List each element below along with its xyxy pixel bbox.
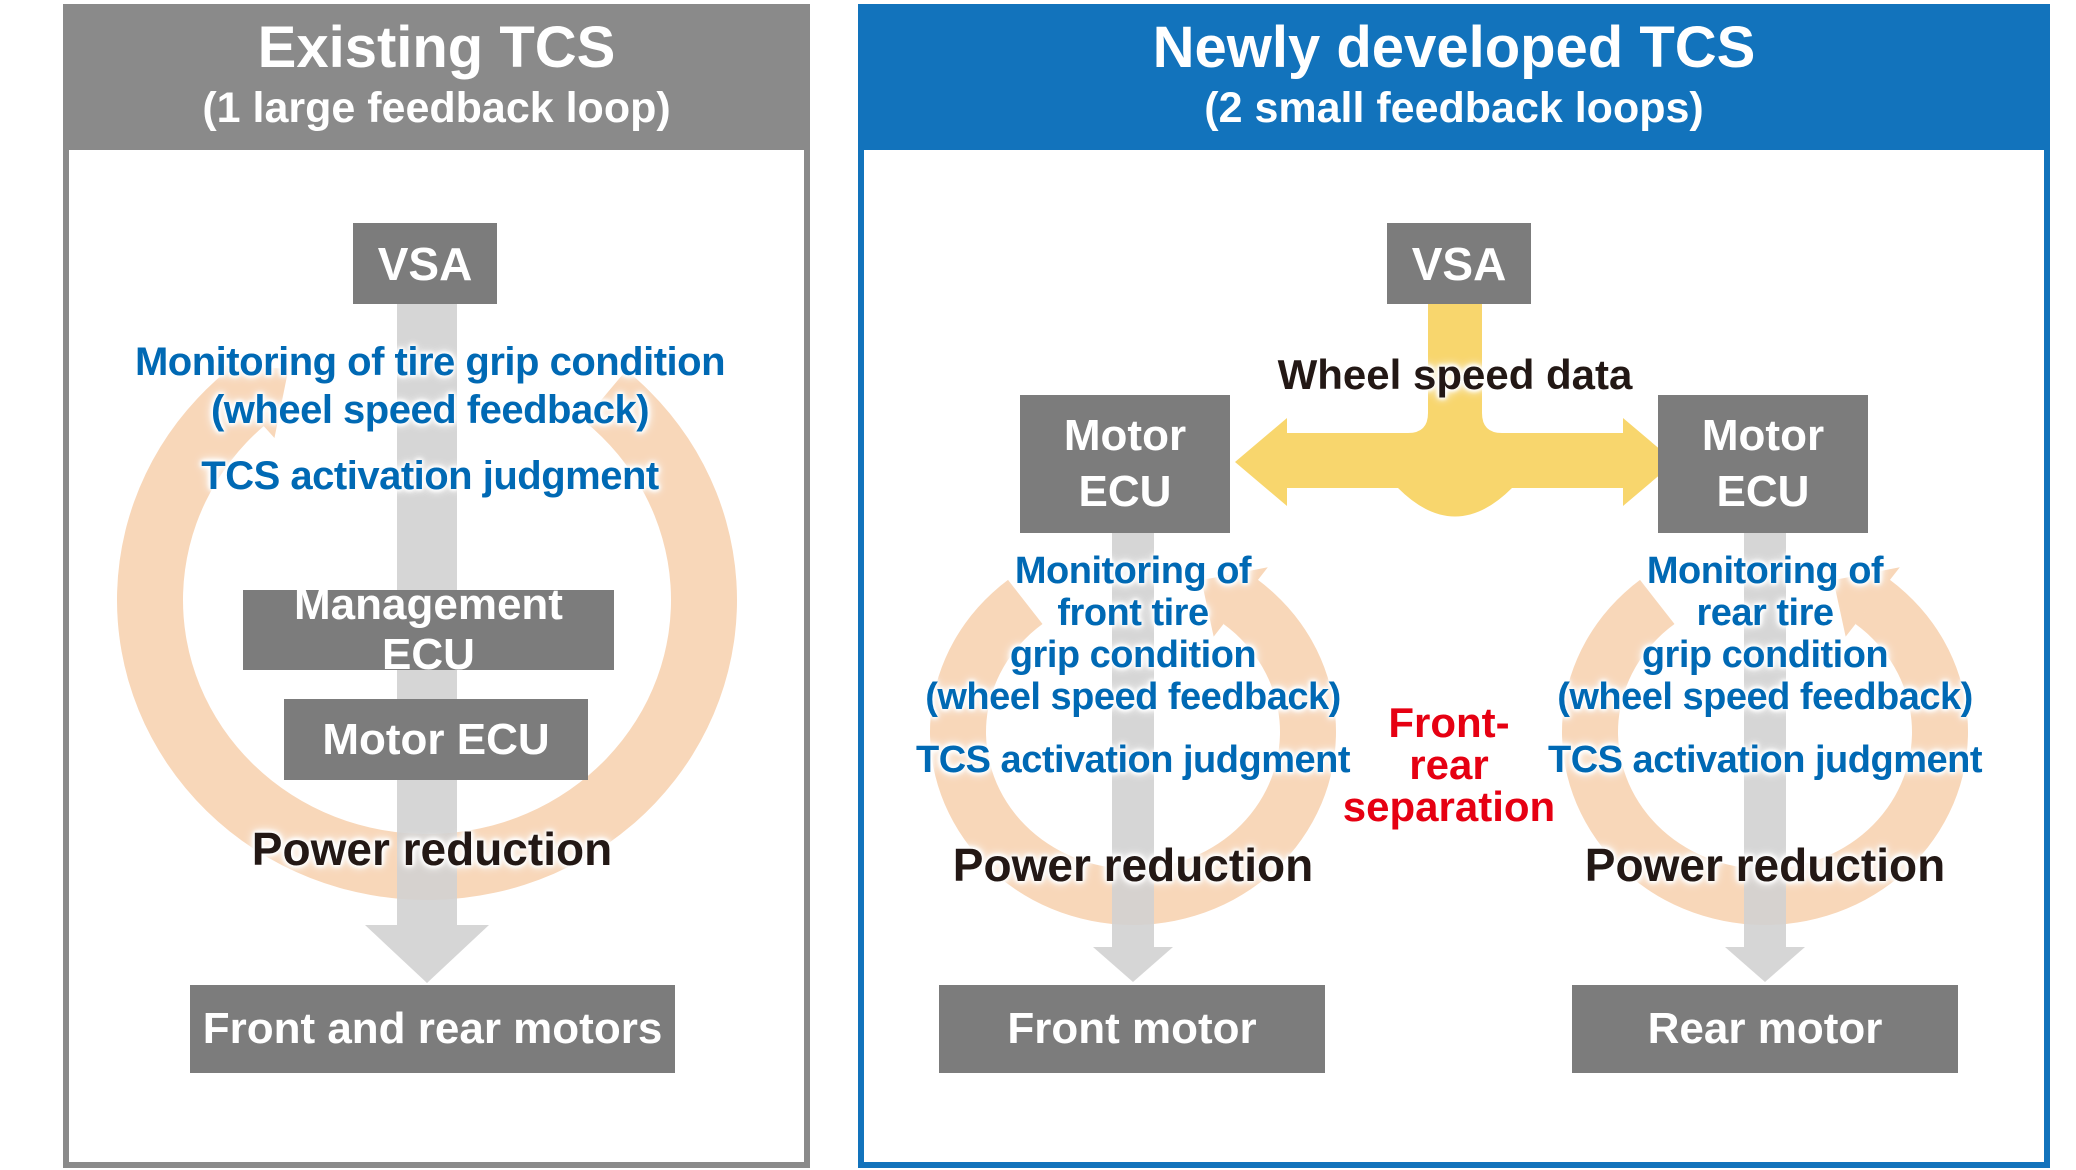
motor-ecu-box-front: Motor ECU bbox=[1020, 395, 1230, 533]
vsa-box-new: VSA bbox=[1387, 223, 1531, 304]
power-reduction-front: Power reduction bbox=[952, 839, 1314, 891]
flow-arrow-rear bbox=[1725, 525, 1805, 982]
front-rear-separation-label: Front- rear separation bbox=[1342, 699, 1556, 830]
existing-tcs-title: Existing TCS bbox=[257, 15, 616, 80]
motor-ecu-box-rear: Motor ECU bbox=[1658, 395, 1868, 533]
motor-ecu-box-existing: Motor ECU bbox=[284, 699, 588, 780]
feedback-loop-rear bbox=[1562, 567, 1968, 925]
judgment-text-rear: TCS activation judgment bbox=[1548, 739, 1982, 781]
judgment-text-front: TCS activation judgment bbox=[916, 739, 1350, 781]
rear-motor-box: Rear motor bbox=[1572, 985, 1958, 1073]
power-reduction-rear: Power reduction bbox=[1584, 839, 1946, 891]
front-and-rear-motors-box: Front and rear motors bbox=[190, 985, 675, 1073]
new-tcs-subtitle: (2 small feedback loops) bbox=[1204, 84, 1704, 132]
new-tcs-title: Newly developed TCS bbox=[1152, 15, 1756, 80]
monitoring-text-existing: Monitoring of tire grip condition (wheel… bbox=[134, 340, 726, 432]
judgment-text-existing: TCS activation judgment bbox=[201, 454, 659, 498]
feedback-loop-front bbox=[930, 567, 1336, 925]
vsa-box-existing: VSA bbox=[353, 223, 497, 304]
flow-arrow-front bbox=[1093, 525, 1173, 982]
monitoring-text-front: Monitoring of front tire grip condition … bbox=[925, 550, 1341, 718]
existing-tcs-subtitle: (1 large feedback loop) bbox=[202, 84, 671, 132]
header-new-tcs: Newly developed TCS (2 small feedback lo… bbox=[858, 4, 2050, 150]
monitoring-text-rear: Monitoring of rear tire grip condition (… bbox=[1557, 550, 1973, 718]
header-existing-tcs: Existing TCS (1 large feedback loop) bbox=[63, 4, 810, 150]
management-ecu-box: Management ECU bbox=[243, 580, 614, 679]
wheel-speed-data-label: Wheel speed data bbox=[1277, 351, 1633, 398]
wheel-speed-split-arrow bbox=[1235, 302, 1675, 517]
front-motor-box: Front motor bbox=[939, 985, 1325, 1073]
power-reduction-existing: Power reduction bbox=[251, 823, 613, 875]
